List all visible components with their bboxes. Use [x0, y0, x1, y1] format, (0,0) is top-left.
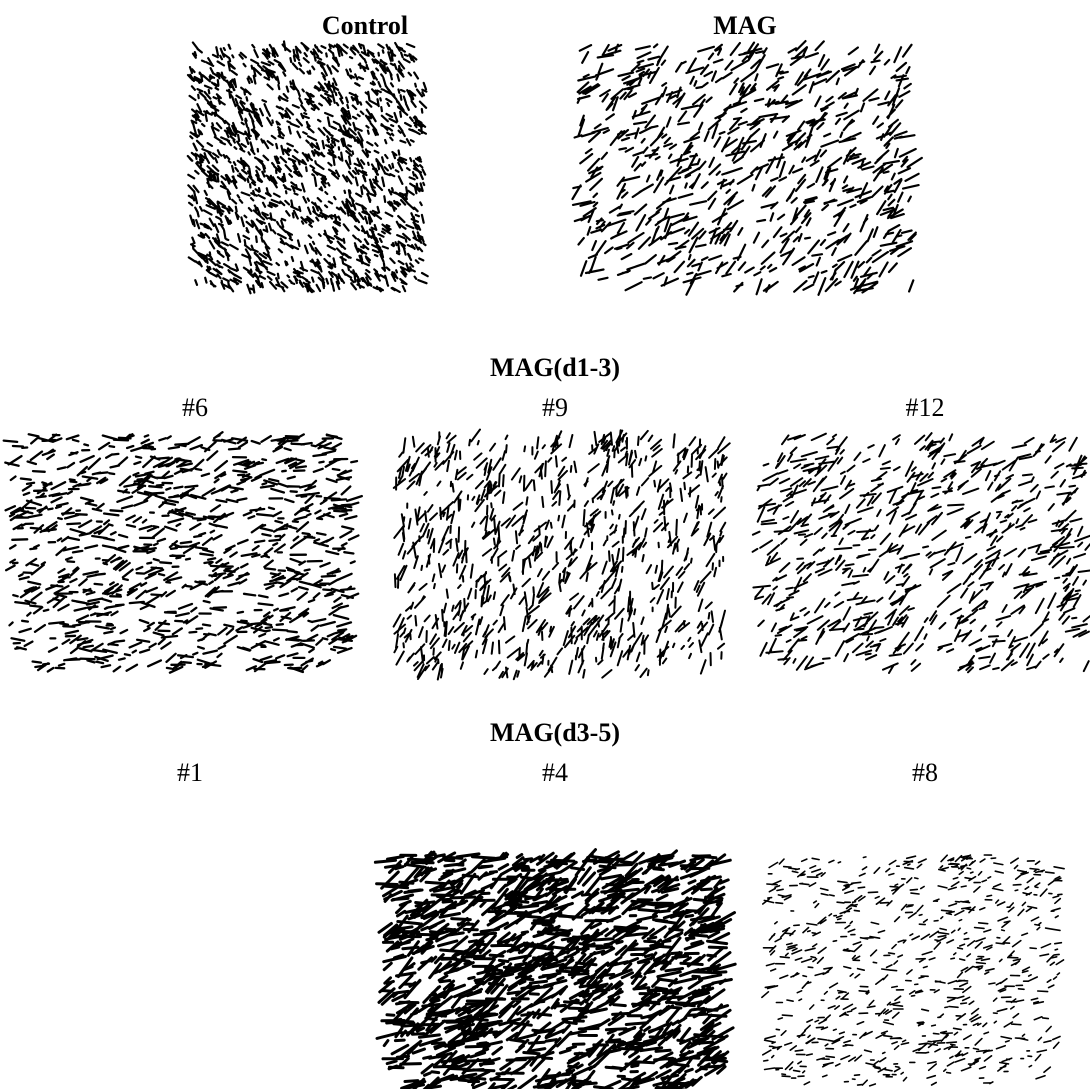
micrograph	[2, 431, 363, 674]
micrograph	[186, 40, 429, 295]
panel-label: #8	[912, 758, 938, 787]
micrograph	[751, 432, 1090, 674]
panel-label: #9	[542, 393, 568, 422]
panel-label: #1	[177, 758, 203, 787]
panel-label: Control	[322, 11, 408, 40]
panel-label: MAG	[713, 11, 777, 40]
micrograph	[761, 854, 1065, 1087]
panel-label: #12	[906, 393, 945, 422]
micrograph	[392, 428, 731, 681]
micrograph	[571, 40, 923, 296]
panel-label: #4	[542, 758, 568, 787]
group-title: MAG(d3-5)	[490, 718, 620, 747]
panel-label: #6	[182, 393, 208, 422]
micrograph	[373, 848, 737, 1089]
group-title: MAG(d1-3)	[490, 353, 620, 382]
